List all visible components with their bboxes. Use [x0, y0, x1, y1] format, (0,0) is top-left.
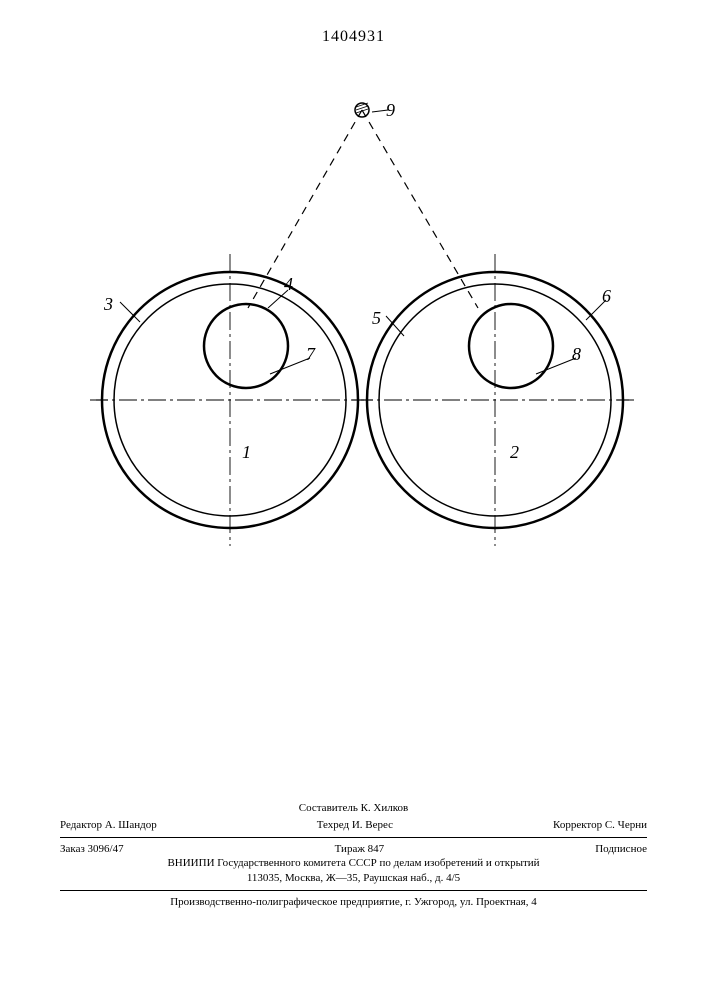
figure-label-5: 5 [372, 308, 381, 329]
footer-sign: Подписное [595, 842, 647, 857]
footer-tech: Техред И. Верес [317, 818, 393, 833]
figure-label-8: 8 [572, 344, 581, 365]
footer-corrector: Корректор С. Черни [553, 818, 647, 833]
footer-addr: 113035, Москва, Ж—35, Раушская наб., д. … [60, 871, 647, 886]
footer-order: Заказ 3096/47 [60, 842, 124, 857]
footer-block: Составитель К. Хилков Редактор А. Шандор… [60, 801, 647, 910]
figure-label-7: 7 [306, 344, 315, 365]
footer-editor: Редактор А. Шандор [60, 818, 157, 833]
footer-rule-1 [60, 837, 647, 838]
footer-tirage: Тираж 847 [335, 842, 385, 857]
figure-label-9: 9 [386, 100, 395, 121]
footer-org: ВНИИПИ Государственного комитета СССР по… [60, 856, 647, 871]
figure-label-3: 3 [104, 294, 113, 315]
footer-rule-2 [60, 890, 647, 891]
figure-label-1: 1 [242, 442, 251, 463]
figure-label-6: 6 [602, 286, 611, 307]
figure-label-4: 4 [284, 274, 293, 295]
footer-press: Производственно-полиграфическое предприя… [60, 895, 647, 910]
footer-compiler: Составитель К. Хилков [60, 801, 647, 816]
figure-label-2: 2 [510, 442, 519, 463]
